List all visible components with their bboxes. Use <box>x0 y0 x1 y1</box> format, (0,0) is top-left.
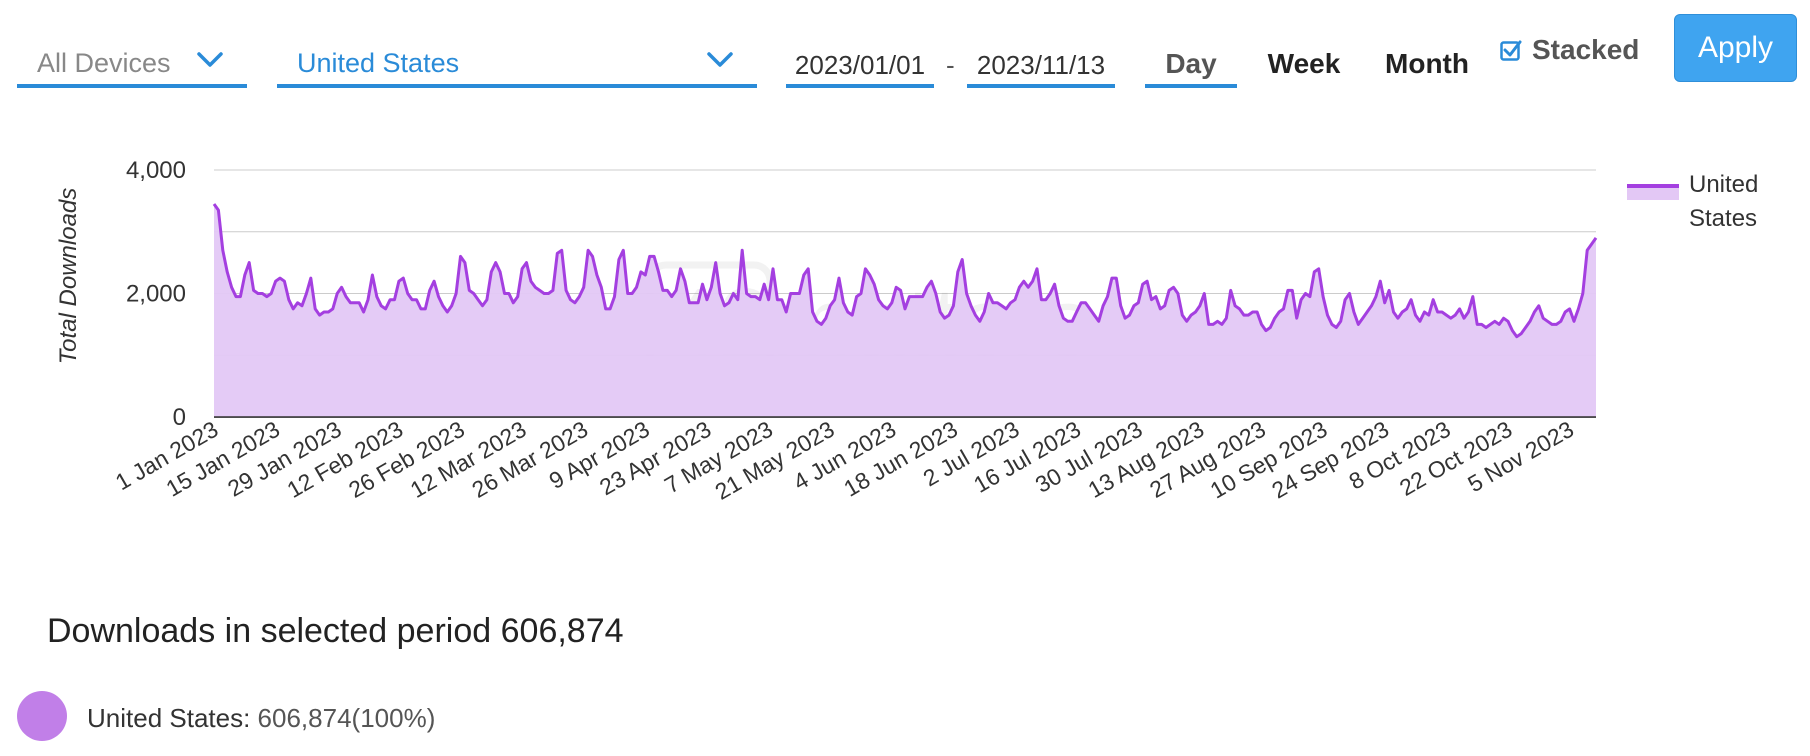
total-value: 606,874 <box>500 612 624 650</box>
legend-label: United States <box>1689 171 1758 232</box>
legend-fill-swatch <box>1627 188 1679 200</box>
chart-legend[interactable]: United States <box>1627 171 1758 232</box>
stacked-label: Stacked <box>1532 34 1640 65</box>
period-week-label: Week <box>1267 48 1341 79</box>
chevron-down-icon <box>197 52 223 67</box>
device-select-value: All Devices <box>37 48 171 78</box>
series-line <box>212 203 1598 339</box>
stacked-checkbox[interactable]: Stacked <box>1500 34 1639 66</box>
y-axis-label: Total Downloads <box>55 188 82 365</box>
apply-button[interactable]: Apply <box>1674 14 1797 82</box>
series-color-dot <box>17 691 67 741</box>
date-to-value: 2023/11/13 <box>976 50 1106 80</box>
series-area <box>214 204 1596 417</box>
country-select-value: United States <box>297 48 460 78</box>
period-month-label: Month <box>1385 48 1469 79</box>
breakdown-text: United States: 606,874(100%) <box>87 703 435 734</box>
y-tick-label: 2,000 <box>126 281 186 308</box>
period-day-tab[interactable]: Day <box>1145 14 1237 88</box>
breakdown-country: United States: <box>87 703 251 733</box>
plot-area <box>212 203 1598 418</box>
device-select[interactable]: All Devices <box>17 14 247 88</box>
period-month-tab[interactable]: Month <box>1362 14 1492 88</box>
y-axis: 0 2,000 4,000 <box>126 157 186 431</box>
date-from-input[interactable]: 2023/01/01 <box>786 14 934 88</box>
date-separator: - <box>946 50 955 80</box>
date-from-value: 2023/01/01 <box>794 50 926 80</box>
total-label: Downloads in selected period <box>47 612 492 650</box>
total-downloads: Downloads in selected period 606,874 <box>47 612 624 651</box>
y-tick-label: 4,000 <box>126 157 186 184</box>
period-day-label: Day <box>1165 48 1217 79</box>
y-tick-label: 0 <box>173 404 186 431</box>
chevron-down-icon <box>707 52 733 67</box>
breakdown-value: 606,874 <box>257 703 352 733</box>
checkbox-checked-icon <box>1500 40 1522 61</box>
period-week-tab[interactable]: Week <box>1248 14 1360 88</box>
country-select[interactable]: United States <box>277 14 757 88</box>
date-to-input[interactable]: 2023/11/13 <box>967 14 1115 88</box>
breakdown-percent: (100%) <box>351 703 436 733</box>
